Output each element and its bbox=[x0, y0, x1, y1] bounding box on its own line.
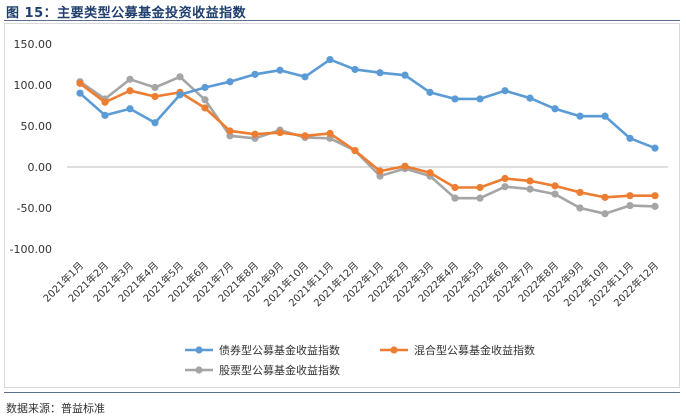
data-point bbox=[551, 182, 559, 190]
data-point bbox=[351, 65, 359, 74]
data-point bbox=[351, 147, 359, 155]
data-point bbox=[251, 130, 259, 138]
data-source: 数据来源：普益标准 bbox=[6, 402, 105, 415]
data-point bbox=[601, 210, 609, 218]
legend-label: 混合型公募基金收益指数 bbox=[414, 343, 535, 357]
data-point bbox=[626, 134, 634, 142]
y-axis: 150.00 100.00 50.00 0.00 -50.00 -100.00 bbox=[10, 38, 52, 256]
y-tick-label: 150.00 bbox=[14, 38, 53, 51]
data-point bbox=[576, 188, 584, 197]
legend-label: 股票型公募基金收益指数 bbox=[219, 363, 340, 377]
y-tick-label: -50.00 bbox=[17, 202, 52, 215]
series-layer bbox=[76, 55, 659, 218]
chart-title: 图 15：主要类型公募基金投资收益指数 bbox=[6, 6, 247, 21]
data-point bbox=[601, 193, 609, 201]
data-point bbox=[126, 105, 134, 113]
data-point bbox=[651, 202, 659, 210]
data-point bbox=[626, 192, 634, 200]
legend-label: 债券型公募基金收益指数 bbox=[219, 343, 340, 357]
data-point bbox=[251, 70, 259, 78]
data-point bbox=[576, 204, 584, 212]
data-point bbox=[526, 177, 534, 185]
data-point bbox=[526, 94, 534, 102]
data-point bbox=[126, 75, 134, 83]
chart-frame: 150.00 100.00 50.00 0.00 -50.00 -100.00 2021年… bbox=[4, 23, 680, 388]
x-axis: 2021年1月2021年2月2021年3月2021年4月2021年5月2021年… bbox=[40, 166, 668, 309]
y-tick-label: -100.00 bbox=[10, 243, 52, 256]
data-point bbox=[401, 71, 409, 79]
data-point bbox=[551, 190, 559, 198]
legend-swatch-marker bbox=[195, 366, 203, 374]
footer-divider bbox=[4, 392, 680, 393]
series-line bbox=[79, 75, 656, 215]
data-point bbox=[526, 185, 534, 193]
y-tick-label: 0.00 bbox=[28, 161, 53, 174]
data-point bbox=[201, 104, 209, 112]
data-point bbox=[126, 87, 134, 95]
data-point bbox=[426, 169, 434, 177]
data-point bbox=[376, 167, 384, 175]
data-point bbox=[501, 174, 509, 183]
data-point bbox=[176, 73, 184, 81]
data-point bbox=[201, 83, 209, 92]
data-point bbox=[376, 172, 384, 180]
data-point bbox=[326, 134, 334, 142]
series-line bbox=[79, 58, 656, 150]
data-point bbox=[551, 105, 559, 113]
data-point bbox=[426, 88, 434, 96]
data-point bbox=[501, 87, 509, 95]
data-point bbox=[476, 183, 484, 192]
data-point bbox=[226, 127, 234, 135]
data-point bbox=[451, 95, 459, 103]
data-point bbox=[326, 55, 334, 64]
data-point bbox=[476, 95, 484, 103]
data-point bbox=[601, 112, 609, 120]
data-point bbox=[226, 132, 234, 140]
data-point bbox=[476, 194, 484, 202]
data-point bbox=[151, 92, 159, 101]
data-point bbox=[101, 111, 109, 119]
data-point bbox=[276, 66, 284, 74]
data-point bbox=[301, 132, 309, 140]
title-divider bbox=[4, 20, 680, 21]
data-point bbox=[276, 128, 284, 137]
series-line bbox=[79, 82, 655, 199]
data-point bbox=[151, 119, 159, 127]
data-point bbox=[651, 144, 659, 152]
data-point bbox=[576, 112, 584, 120]
data-point bbox=[451, 183, 459, 192]
data-point bbox=[226, 78, 234, 86]
data-point bbox=[651, 192, 659, 200]
data-point bbox=[626, 201, 634, 210]
data-point bbox=[151, 83, 159, 92]
data-point bbox=[301, 73, 309, 81]
data-point bbox=[101, 98, 109, 106]
y-tick-label: 100.00 bbox=[14, 79, 53, 92]
y-tick-label: 50.00 bbox=[21, 120, 53, 133]
data-point bbox=[76, 89, 84, 97]
data-point bbox=[176, 91, 184, 99]
data-point bbox=[501, 183, 509, 191]
line-chart: 150.00 100.00 50.00 0.00 -50.00 -100.00 2021年… bbox=[10, 38, 668, 377]
data-point bbox=[451, 194, 459, 202]
legend-swatch-marker bbox=[195, 346, 203, 354]
legend-swatch-marker bbox=[390, 346, 398, 354]
data-point bbox=[326, 129, 334, 137]
data-point bbox=[76, 79, 84, 87]
data-point bbox=[401, 162, 409, 170]
data-point bbox=[376, 69, 384, 77]
data-point bbox=[201, 96, 209, 104]
